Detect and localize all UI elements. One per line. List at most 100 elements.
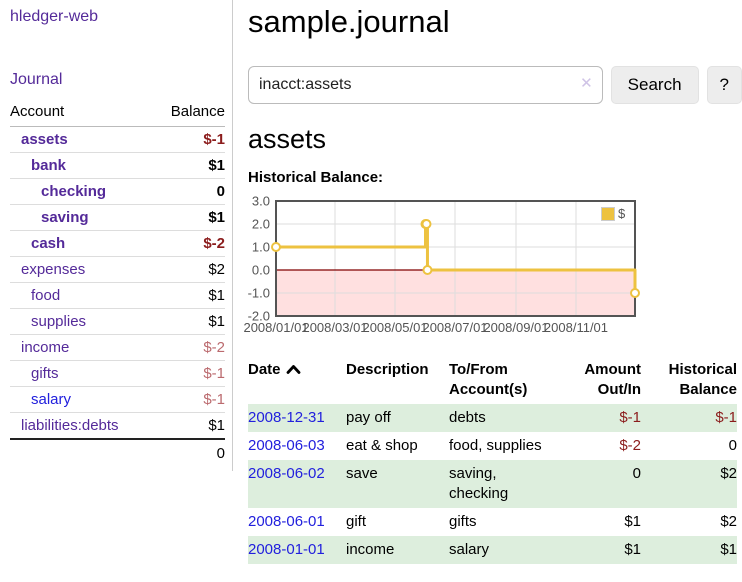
main-content: sample.journal ✕ Search ? assets Histori… bbox=[243, 0, 742, 564]
data-point-marker bbox=[271, 242, 281, 252]
register-cell-accounts: debts bbox=[449, 409, 486, 426]
account-link-cash[interactable]: cash bbox=[31, 235, 66, 252]
account-link-bank[interactable]: bank bbox=[31, 157, 67, 174]
y-tick-label: 3.0 bbox=[252, 194, 270, 209]
register-cell-date: 2008-06-01 bbox=[248, 508, 346, 536]
account-link-checking[interactable]: checking bbox=[41, 183, 107, 200]
account-link-supplies[interactable]: supplies bbox=[31, 313, 87, 330]
transaction-date-link[interactable]: 2008-06-01 bbox=[248, 513, 325, 530]
x-tick-label: 2008/05/01 bbox=[362, 320, 427, 335]
register-row: 2008-06-02 save saving, checking 0 $2 bbox=[248, 460, 737, 508]
transaction-date-link[interactable]: 2008-06-02 bbox=[248, 465, 325, 482]
transaction-date-link[interactable]: 2008-01-01 bbox=[248, 541, 325, 558]
account-link-salary[interactable]: salary bbox=[31, 391, 72, 408]
register-cell-balance: $1 bbox=[720, 541, 737, 558]
sidebar-item-journal[interactable]: Journal bbox=[10, 71, 63, 88]
account-row: gifts $-1 bbox=[10, 360, 225, 387]
help-button[interactable]: ? bbox=[706, 66, 742, 104]
data-point-marker bbox=[422, 265, 433, 275]
account-balance: $1 bbox=[153, 282, 225, 309]
register-cell-date: 2008-06-02 bbox=[248, 460, 346, 508]
register-row: 2008-06-01 gift gifts $1 $2 bbox=[248, 508, 737, 536]
chart-legend: $ bbox=[599, 205, 628, 222]
brand-link[interactable]: hledger-web bbox=[10, 8, 99, 25]
register-cell-balance: $2 bbox=[720, 513, 737, 530]
account-link-liabilities-debts[interactable]: liabilities:debts bbox=[21, 417, 119, 434]
y-tick-label: 2.0 bbox=[252, 217, 270, 232]
transaction-date-link[interactable]: 2008-12-31 bbox=[248, 409, 325, 426]
register-cell-amount: $1 bbox=[624, 541, 641, 558]
account-row: saving $1 bbox=[10, 204, 225, 231]
accounts-total-value: 0 bbox=[153, 438, 225, 467]
account-link-saving[interactable]: saving bbox=[41, 209, 89, 226]
account-row: supplies $1 bbox=[10, 308, 225, 335]
account-balance: $2 bbox=[153, 256, 225, 283]
plot-border bbox=[275, 200, 636, 317]
register-cell-description: eat & shop bbox=[346, 437, 418, 454]
account-row: bank $1 bbox=[10, 152, 225, 179]
register-header-description: Description bbox=[346, 361, 429, 378]
search-input[interactable] bbox=[248, 66, 603, 104]
register-cell-accounts: gifts bbox=[449, 513, 477, 530]
register-row: 2008-12-31 pay off debts $-1 $-1 bbox=[248, 404, 737, 432]
account-row: expenses $2 bbox=[10, 256, 225, 283]
account-balance: $-1 bbox=[203, 131, 225, 148]
register-header-amount: Amount Out/In bbox=[584, 361, 641, 398]
register-cell-date: 2008-06-03 bbox=[248, 432, 346, 460]
register-cell-amount: $-2 bbox=[619, 437, 641, 454]
account-link-assets[interactable]: assets bbox=[21, 131, 68, 148]
account-row: income $-2 bbox=[10, 334, 225, 361]
data-point-marker bbox=[630, 288, 640, 298]
account-balance: $1 bbox=[153, 152, 225, 179]
accounts-header-account: Account bbox=[10, 100, 154, 127]
historical-balance-chart: 3.0 2.0 1.0 0.0 -1.0 -2.0 2008/01/01 2008/03/01… bbox=[243, 194, 742, 336]
accounts-total-row: 0 bbox=[10, 438, 225, 467]
account-balance: $-1 bbox=[153, 360, 225, 387]
account-link-gifts[interactable]: gifts bbox=[31, 365, 59, 382]
x-tick-label: 2008/09/01 bbox=[483, 320, 548, 335]
register-header-row: Date Description To/From Account(s) Amou… bbox=[248, 358, 737, 404]
transaction-date-link[interactable]: 2008-06-03 bbox=[248, 437, 325, 454]
x-tick-label: 2008/03/01 bbox=[302, 320, 367, 335]
account-balance: 0 bbox=[153, 178, 225, 205]
accounts-header-balance: Balance bbox=[153, 100, 225, 127]
register-header-accounts: To/From Account(s) bbox=[449, 361, 528, 398]
account-heading: assets bbox=[248, 124, 327, 154]
account-link-expenses[interactable]: expenses bbox=[21, 261, 86, 278]
account-balance: $1 bbox=[153, 412, 225, 439]
account-balance: $1 bbox=[153, 308, 225, 335]
account-balance: $-2 bbox=[153, 230, 225, 257]
x-tick-label: 2008/01/01 bbox=[243, 320, 308, 335]
sort-ascending-icon bbox=[286, 365, 300, 374]
accounts-table: Account Balance assets $-1 bank $1 checking 0… bbox=[10, 100, 225, 467]
register-cell-accounts: saving, checking bbox=[449, 465, 509, 502]
account-row: liabilities:debts $1 bbox=[10, 412, 225, 439]
clear-search-icon[interactable]: ✕ bbox=[580, 75, 593, 92]
register-cell-balance: $-1 bbox=[715, 409, 737, 426]
account-row: food $1 bbox=[10, 282, 225, 309]
page-title: sample.journal bbox=[248, 4, 450, 39]
search-button[interactable]: Search bbox=[610, 66, 699, 104]
account-link-income[interactable]: income bbox=[21, 339, 70, 356]
register-cell-description: income bbox=[346, 541, 395, 558]
register-table: Date Description To/From Account(s) Amou… bbox=[248, 358, 737, 564]
account-row: checking 0 bbox=[10, 178, 225, 205]
register-cell-amount: $-1 bbox=[619, 409, 641, 426]
legend-label: $ bbox=[618, 206, 626, 221]
account-row: cash $-2 bbox=[10, 230, 225, 257]
account-balance: $1 bbox=[153, 204, 225, 231]
accounts-table-body: assets $-1 bank $1 checking 0 saving $1 cash $-2 e… bbox=[10, 127, 225, 439]
account-balance: $-2 bbox=[153, 334, 225, 361]
chart-canvas: 3.0 2.0 1.0 0.0 -1.0 -2.02008/01/012008/03/01… bbox=[243, 194, 640, 335]
y-tick-label: -2.0 bbox=[248, 309, 270, 324]
register-cell-date: 2008-12-31 bbox=[248, 404, 346, 432]
register-cell-description: save bbox=[346, 465, 378, 482]
register-row: 2008-06-03 eat & shop food, supplies $-2 0 bbox=[248, 432, 737, 460]
x-tick-label: 2008/11/01 bbox=[544, 320, 608, 335]
sidebar: hledger-web Journal Account Balance asse… bbox=[0, 0, 233, 471]
search-box: ✕ bbox=[248, 66, 603, 104]
account-row: assets $-1 bbox=[10, 127, 225, 153]
register-header-date[interactable]: Date bbox=[248, 358, 346, 404]
accounts-total-spacer bbox=[10, 438, 154, 467]
account-link-food[interactable]: food bbox=[31, 287, 61, 304]
